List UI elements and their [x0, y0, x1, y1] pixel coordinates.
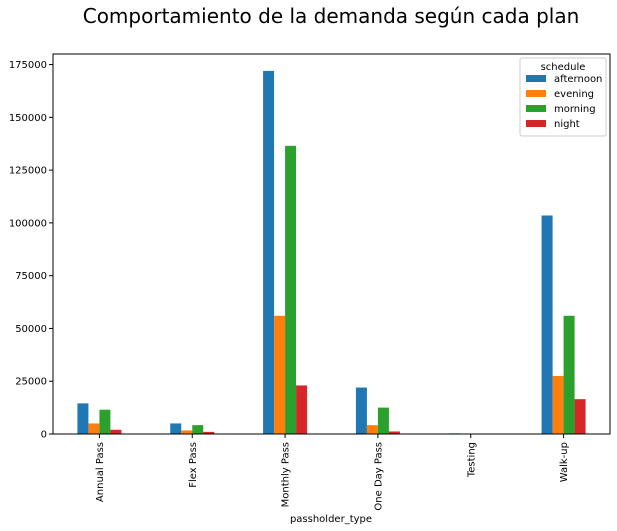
plot-frame — [52, 53, 611, 435]
legend-swatch-evening — [526, 90, 546, 97]
y-tick-label: 0 — [41, 430, 47, 441]
bar-morning — [192, 425, 204, 434]
chart-title: Comportamiento de la demanda según cada … — [83, 4, 580, 28]
bars-layer — [77, 70, 586, 435]
x-tick-label: Walk-up — [559, 442, 570, 482]
legend-swatch-night — [526, 120, 546, 127]
bar-afternoon — [263, 70, 275, 434]
bar-morning — [377, 407, 389, 434]
bar-evening — [552, 375, 564, 434]
x-tick-label: Flex Pass — [188, 442, 199, 488]
y-tick-label: 50000 — [15, 324, 47, 335]
legend-label-evening: evening — [554, 89, 594, 100]
bar-night — [574, 399, 586, 434]
legend-label-morning: morning — [554, 104, 596, 115]
y-tick-label: 125000 — [9, 166, 47, 177]
bar-afternoon — [170, 423, 182, 434]
bar-morning — [563, 315, 575, 434]
legend-title: schedule — [541, 62, 586, 73]
bar-evening — [366, 425, 378, 434]
bar-afternoon — [355, 387, 367, 434]
legend: schedule afternoon evening morning night — [519, 57, 607, 137]
y-axis: 0 25000 50000 75000 100000 125000 150000 175000 — [9, 60, 53, 441]
bar-afternoon — [541, 215, 553, 434]
bar-evening — [181, 430, 193, 434]
bar-night — [296, 385, 308, 434]
bar-afternoon — [77, 403, 89, 434]
y-tick-label: 75000 — [15, 271, 47, 282]
y-tick-label: 25000 — [15, 377, 47, 388]
legend-swatch-morning — [526, 105, 546, 112]
x-tick-label: Annual Pass — [95, 442, 106, 502]
y-tick-label: 150000 — [9, 113, 47, 124]
y-tick-label: 100000 — [9, 218, 47, 229]
x-tick-label: Monthly Pass — [281, 442, 292, 507]
x-tick-label: One Day Pass — [373, 442, 384, 511]
bar-morning — [285, 145, 297, 435]
bar-night — [203, 431, 215, 434]
bar-evening — [88, 423, 100, 434]
bar-night — [110, 429, 122, 434]
x-tick-label: Testing — [466, 442, 477, 478]
x-axis: Annual Pass Flex Pass Monthly Pass One Day … — [95, 434, 570, 511]
bar-night — [388, 431, 400, 434]
legend-label-afternoon: afternoon — [554, 74, 602, 85]
legend-swatch-afternoon — [526, 75, 546, 82]
y-tick-label: 175000 — [9, 60, 47, 71]
bar-evening — [274, 315, 286, 434]
x-axis-title: passholder_type — [290, 514, 372, 525]
bar-morning — [99, 409, 111, 434]
legend-label-night: night — [554, 119, 580, 130]
